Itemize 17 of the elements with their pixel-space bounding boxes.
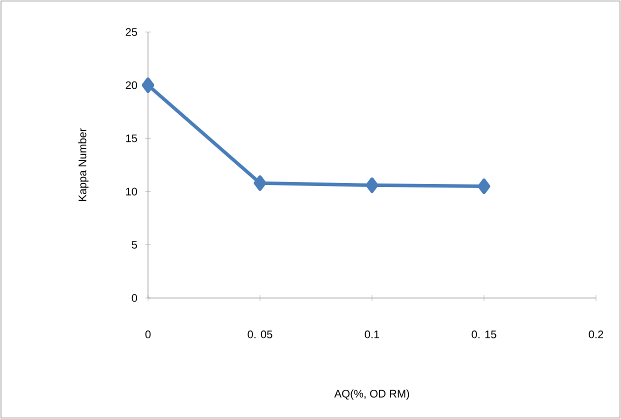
y-tick-label: 0 <box>132 294 138 302</box>
point <box>142 77 154 93</box>
point <box>254 175 266 191</box>
x-tick-label: 0 <box>145 330 151 338</box>
x-tick-label: 0.2 <box>588 330 604 338</box>
y-tick-label: 25 <box>126 28 138 36</box>
y-tick-label: 15 <box>126 134 138 142</box>
point <box>478 178 490 194</box>
y-tick-label: 10 <box>126 188 138 196</box>
point <box>366 177 378 193</box>
y-tick-label: 5 <box>132 240 138 249</box>
x-tick-label: 0. 05 <box>248 330 272 338</box>
x-tick-label: 0.1 <box>364 330 380 338</box>
x-axis-title: AQ(%, OD RM) <box>334 390 410 400</box>
y-tick-label: 20 <box>126 81 138 90</box>
x-tick-label: 0. 15 <box>472 330 496 338</box>
y-axis-title: Kappa Number <box>78 128 88 201</box>
